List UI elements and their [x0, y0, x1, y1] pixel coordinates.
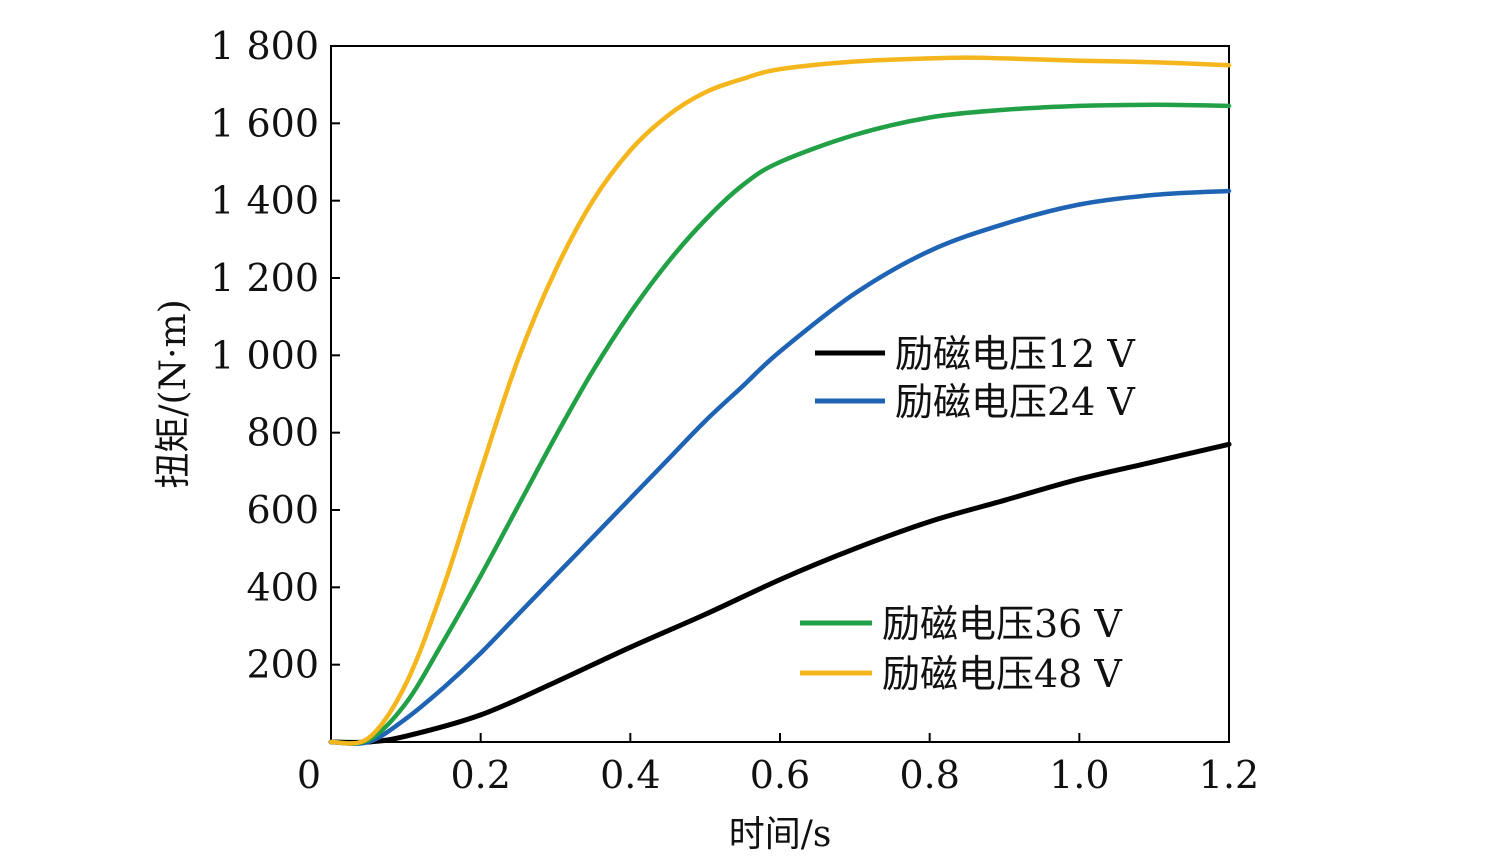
y-tick-label: 1 000: [210, 333, 319, 377]
y-tick-label: 1 400: [210, 179, 319, 223]
y-tick-label: 200: [246, 643, 319, 687]
series-line-1: [328, 441, 1232, 745]
ticks-group: 0 0.2 0.4 0.6 0.8 1.0 1.2 200 400 600 800 1 000 1 20…: [210, 24, 1259, 797]
series-line-3: [328, 102, 1232, 746]
x-tick-label: 1.0: [1049, 753, 1109, 797]
y-tick-label: 1 600: [210, 101, 319, 145]
y-tick-label: 800: [246, 411, 319, 455]
x-tick-label: 0.8: [899, 753, 959, 797]
x-tick-label: 0.4: [600, 753, 660, 797]
legend-label: 励磁电压12 V: [895, 332, 1135, 376]
y-tick-label: 400: [246, 565, 319, 609]
x-axis-title: 时间/s: [729, 814, 832, 855]
legend-label: 励磁电压48 V: [882, 652, 1122, 696]
x-tick-label: 1.2: [1199, 753, 1259, 797]
y-tick-label: 600: [246, 488, 319, 532]
legend-label: 励磁电压24 V: [895, 380, 1135, 424]
y-axis-title: 扭矩/(N·m): [153, 299, 194, 488]
y-tick-label: 1 200: [210, 256, 319, 300]
x-tick-label: 0.2: [450, 753, 510, 797]
series-lines-group: [328, 55, 1232, 746]
series-line-4: [328, 55, 1232, 746]
y-tick-label: 1 800: [210, 24, 319, 68]
series-line-2: [328, 188, 1232, 746]
legend-label: 励磁电压36 V: [882, 602, 1122, 646]
x-tick-label: 0: [297, 753, 321, 797]
x-tick-label: 0.6: [750, 753, 810, 797]
